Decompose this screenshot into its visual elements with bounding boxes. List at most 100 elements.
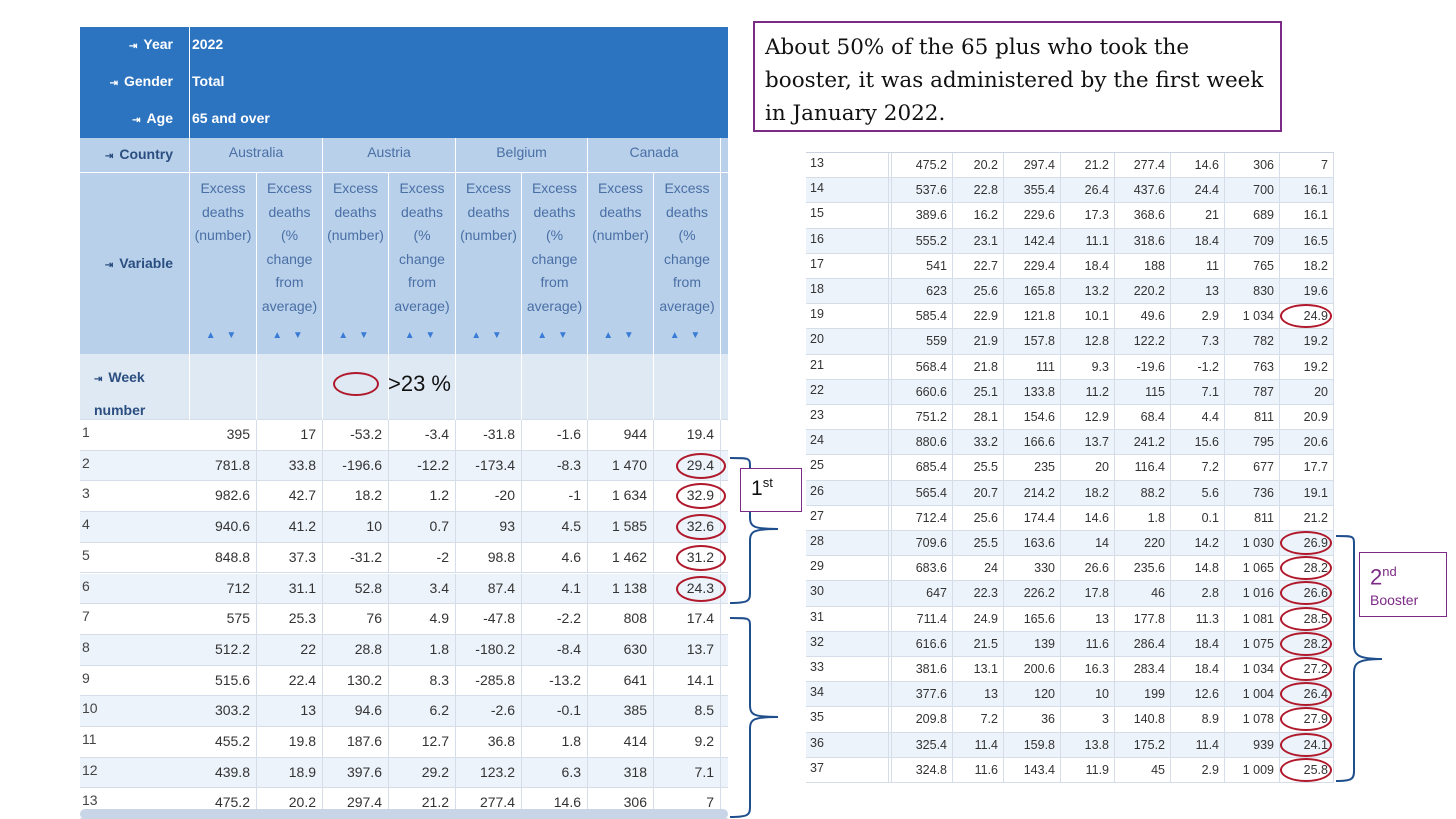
table-cell: 188 xyxy=(1115,253,1171,278)
table-cell: 555.2 xyxy=(892,228,953,253)
table-cell: 830 xyxy=(1225,279,1280,304)
table-cell: 1 078 xyxy=(1225,707,1280,732)
table-cell: 787 xyxy=(1225,379,1280,404)
sort-arrows-icon[interactable]: ▲ ▼ xyxy=(338,330,373,342)
table-cell: 13.1 xyxy=(953,657,1004,682)
week-number: 14 xyxy=(810,181,824,196)
pin-icon: ⇥ xyxy=(129,41,138,52)
table-cell: -2.6 xyxy=(456,696,522,726)
column-divider xyxy=(888,606,892,631)
table-cell: 68.4 xyxy=(1115,405,1171,430)
table-cell: 4.4 xyxy=(1171,405,1225,430)
table-cell: 11.6 xyxy=(1061,631,1115,656)
table-row: 28 709.6 25.5 163.6 14 220 14.2 1 030 26.9 xyxy=(806,531,1334,557)
table-cell: 14.6 xyxy=(522,788,588,819)
table-row: 1 395 17 -53.2 -3.4 -31.8 -1.6 944 19.4 xyxy=(80,420,728,451)
table-cell: 297.4 xyxy=(323,788,389,819)
sort-arrows-icon[interactable]: ▲ ▼ xyxy=(669,330,705,342)
variable-header-cell: Excess deaths (% change from average) ▲ ▼ xyxy=(389,173,456,354)
table-cell: 46 xyxy=(1115,581,1171,606)
filter-age[interactable]: ⇥ Age 65 and over xyxy=(80,101,728,139)
table-row: 3 982.6 42.7 18.2 1.2 -20 -1 1 634 32.9 xyxy=(80,481,728,513)
table-cell: 15.6 xyxy=(1171,430,1225,455)
variable-header-cell: Excess deaths (number) ▲ ▼ xyxy=(588,173,654,354)
bracket-right-icon xyxy=(1335,535,1383,782)
filter-gender[interactable]: ⇥ Gender Total xyxy=(80,64,728,102)
country-australia[interactable]: Australia xyxy=(190,138,323,172)
table-cell: 29.2 xyxy=(389,757,456,788)
table-cell: 229.4 xyxy=(1004,253,1061,278)
table-cell: 377.6 xyxy=(892,682,953,707)
table-cell: 1.8 xyxy=(522,727,588,757)
week-header-cell xyxy=(323,354,389,420)
table-cell: 414 xyxy=(588,727,654,757)
filter-year[interactable]: ⇥ Year 2022 xyxy=(80,27,728,65)
table-cell: 220 xyxy=(1115,531,1171,556)
table-cell: 623 xyxy=(892,279,953,304)
table-cell: 20.6 xyxy=(1280,430,1334,455)
highlight-circle-icon xyxy=(1280,732,1332,757)
column-divider xyxy=(888,531,892,556)
table-cell: 21.2 xyxy=(1061,153,1115,178)
table-cell: 751.2 xyxy=(892,405,953,430)
variable-header-cell: Excess deaths (number) ▲ ▼ xyxy=(456,173,522,354)
table-cell: 1 470 xyxy=(588,450,654,481)
table-cell: 115 xyxy=(1115,379,1171,404)
table-row: 34 377.6 13 120 10 199 12.6 1 004 26.4 xyxy=(806,682,1334,708)
column-divider xyxy=(888,657,892,682)
country-canada[interactable]: Canada xyxy=(588,138,721,172)
table-cell: 1 034 xyxy=(1225,304,1280,329)
table-cell: 7.1 xyxy=(654,757,721,788)
table-cell: 630 xyxy=(588,634,654,665)
table-cell: 98.8 xyxy=(456,542,522,573)
variable-name: Excess deaths (% change from average) xyxy=(394,180,450,314)
country-belgium[interactable]: Belgium xyxy=(456,138,588,172)
table-cell: 37.3 xyxy=(257,542,323,573)
table-cell: 21.8 xyxy=(953,354,1004,379)
table-cell: 52.8 xyxy=(323,573,389,604)
table-cell: 765 xyxy=(1225,253,1280,278)
horizontal-scrollbar[interactable] xyxy=(80,809,728,819)
table-cell: 1.8 xyxy=(389,634,456,665)
table-cell: 25.5 xyxy=(953,531,1004,556)
table-cell: 848.8 xyxy=(190,542,257,573)
table-cell: 559 xyxy=(892,329,953,354)
sort-arrows-icon[interactable]: ▲ ▼ xyxy=(471,330,506,342)
pin-icon: ⇥ xyxy=(132,115,141,126)
table-row: 10 303.2 13 94.6 6.2 -2.6 -0.1 385 8.5 xyxy=(80,696,728,727)
table-cell: 14.6 xyxy=(1171,153,1225,178)
highlight-circle-icon xyxy=(676,514,726,541)
table-row: 17 541 22.7 229.4 18.4 188 11 765 18.2 xyxy=(806,253,1334,279)
table-cell: -285.8 xyxy=(456,665,522,696)
sort-arrows-icon[interactable]: ▲ ▼ xyxy=(537,330,572,342)
week-number: 22 xyxy=(810,382,824,397)
sort-arrows-icon[interactable]: ▲ ▼ xyxy=(272,330,307,342)
table-row: 22 660.6 25.1 133.8 11.2 115 7.1 787 20 xyxy=(806,379,1334,405)
filter-value: 2022 xyxy=(192,36,224,52)
table-cell: 18.4 xyxy=(1171,657,1225,682)
table-cell: 616.6 xyxy=(892,631,953,656)
sort-arrows-icon[interactable]: ▲ ▼ xyxy=(205,330,241,342)
table-cell: 36.8 xyxy=(456,727,522,757)
week-number: 10 xyxy=(82,700,98,717)
table-cell: 641 xyxy=(588,665,654,696)
week-number: 33 xyxy=(810,660,824,674)
table-cell: 677 xyxy=(1225,455,1280,480)
sort-arrows-icon[interactable]: ▲ ▼ xyxy=(404,330,440,342)
table-cell: 13.8 xyxy=(1061,732,1115,757)
table-row: 13 475.2 20.2 297.4 21.2 277.4 14.6 306 7 xyxy=(806,153,1334,179)
week-number: 3 xyxy=(82,485,90,502)
country-austria[interactable]: Austria xyxy=(323,138,456,172)
table-cell: 297.4 xyxy=(1004,153,1061,178)
table-cell: 142.4 xyxy=(1004,228,1061,253)
table-cell: 568.4 xyxy=(892,354,953,379)
column-divider xyxy=(888,581,892,606)
table-cell: 1.2 xyxy=(389,481,456,512)
variable-header-cell: Excess deaths (% change from average) ▲ ▼ xyxy=(257,173,323,354)
table-cell: 689 xyxy=(1225,203,1280,228)
week-header-cell xyxy=(190,354,257,420)
table-cell: 1 634 xyxy=(588,481,654,512)
week-number: 24 xyxy=(810,433,824,448)
column-divider xyxy=(888,682,892,707)
sort-arrows-icon[interactable]: ▲ ▼ xyxy=(603,330,638,342)
